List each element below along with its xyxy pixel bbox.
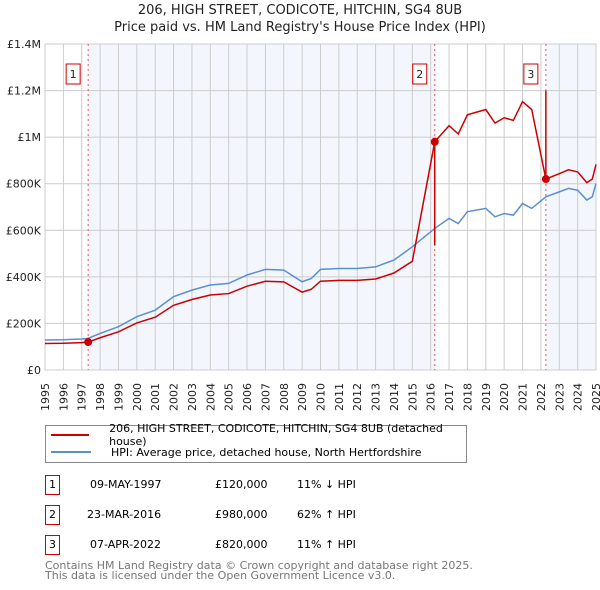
x-tick-label: 2023 [553, 383, 566, 411]
shaded-region [545, 44, 596, 370]
x-tick-label: 2011 [333, 383, 346, 411]
sale-badge [65, 63, 81, 85]
y-tick-label: £1M [18, 131, 42, 144]
legend-swatch-property [51, 434, 90, 436]
x-tick-label: 2024 [572, 383, 585, 411]
sale-point [430, 137, 439, 146]
property-price-line [44, 90, 597, 345]
x-tick-label: 2006 [241, 383, 254, 411]
sale-hpi-diff: 11% ↑ HPI [297, 538, 356, 551]
x-tick-label: 2018 [461, 383, 474, 411]
x-tick-label: 2000 [131, 383, 144, 411]
y-tick-label: £600K [6, 224, 42, 237]
x-tick-label: 2001 [149, 383, 162, 411]
sale-row: 3 07-APR-2022 £820,000 11% ↑ HPI [45, 535, 465, 555]
sale-badge-label: 3 [527, 68, 534, 81]
y-tick-label: £1.2M [7, 85, 41, 98]
x-tick-label: 2002 [168, 383, 181, 411]
chart-subtitle: Price paid vs. HM Land Registry's House … [114, 20, 486, 35]
hpi-line [44, 183, 597, 341]
y-tick-label: £400K [6, 271, 42, 284]
sale-number-badge: 2 [45, 505, 60, 525]
x-tick-label: 1996 [57, 383, 70, 411]
sale-number-badge: 3 [45, 535, 60, 555]
sale-date: 23-MAR-2016 [87, 508, 162, 521]
sale-badge [412, 63, 428, 85]
x-tick-label: 1998 [94, 383, 107, 411]
x-tick-label: 2008 [278, 383, 291, 411]
footer-line: Contains HM Land Registry data © Crown c… [45, 559, 473, 572]
sale-row: 1 09-MAY-1997 £120,000 11% ↓ HPI [45, 475, 465, 495]
x-tick-label: 2015 [406, 383, 419, 411]
sale-point [84, 338, 93, 347]
sale-badge [523, 63, 539, 85]
x-tick-label: 2009 [296, 383, 309, 411]
x-tick-label: 1995 [39, 383, 52, 411]
footer-line: This data is licensed under the Open Gov… [45, 569, 396, 582]
y-tick-label: £1.4M [7, 38, 41, 51]
sale-date: 07-APR-2022 [90, 538, 162, 551]
x-tick-label: 2013 [370, 383, 383, 411]
x-tick-label: 2005 [223, 383, 236, 411]
x-tick-label: 2021 [517, 383, 530, 411]
y-tick-label: £200K [6, 317, 42, 330]
sale-number-badge: 1 [45, 475, 60, 495]
legend-swatch-hpi [51, 451, 91, 453]
x-tick-label: 1997 [76, 383, 89, 411]
legend-label-property: 206, HIGH STREET, CODICOTE, HITCHIN, SG4… [109, 422, 443, 448]
x-tick-label: 2003 [186, 383, 199, 411]
x-tick-label: 2017 [443, 383, 456, 411]
shaded-region [88, 44, 435, 370]
x-tick-label: 2007 [259, 383, 272, 411]
legend-label-hpi: HPI: Average price, detached house, Nort… [111, 445, 422, 459]
y-tick-label: £800K [6, 178, 42, 191]
sale-date: 09-MAY-1997 [90, 478, 162, 491]
y-tick-label: £0 [27, 364, 41, 377]
legend: 206, HIGH STREET, CODICOTE, HITCHIN, SG4… [45, 422, 467, 463]
sale-price: £980,000 [215, 508, 268, 521]
x-tick-label: 2014 [388, 383, 401, 411]
sale-point [541, 175, 550, 184]
x-tick-label: 1999 [112, 383, 125, 411]
sale-badge-label: 2 [416, 68, 423, 81]
sale-hpi-diff: 11% ↓ HPI [297, 478, 356, 491]
sale-price: £820,000 [215, 538, 268, 551]
x-tick-label: 2020 [498, 383, 511, 411]
sale-price: £120,000 [215, 478, 268, 491]
sale-badge-label: 1 [70, 68, 77, 81]
x-tick-label: 2004 [204, 383, 217, 411]
x-tick-label: 2022 [535, 383, 548, 411]
sale-row: 2 23-MAR-2016 £980,000 62% ↑ HPI [45, 505, 465, 525]
x-tick-label: 2025 [590, 383, 600, 411]
chart-plot: 1995 1996 1997 1998 1999 2000 2001 2002 2003 2004… [6, 38, 600, 411]
x-tick-label: 2019 [480, 383, 493, 411]
x-tick-label: 2016 [425, 383, 438, 411]
x-tick-label: 2010 [315, 383, 328, 411]
chart-title: 206, HIGH STREET, CODICOTE, HITCHIN, SG4… [137, 3, 463, 18]
footer: Contains HM Land Registry data © Crown c… [45, 559, 473, 582]
sale-hpi-diff: 62% ↑ HPI [297, 508, 356, 521]
x-tick-label: 2012 [351, 383, 364, 411]
